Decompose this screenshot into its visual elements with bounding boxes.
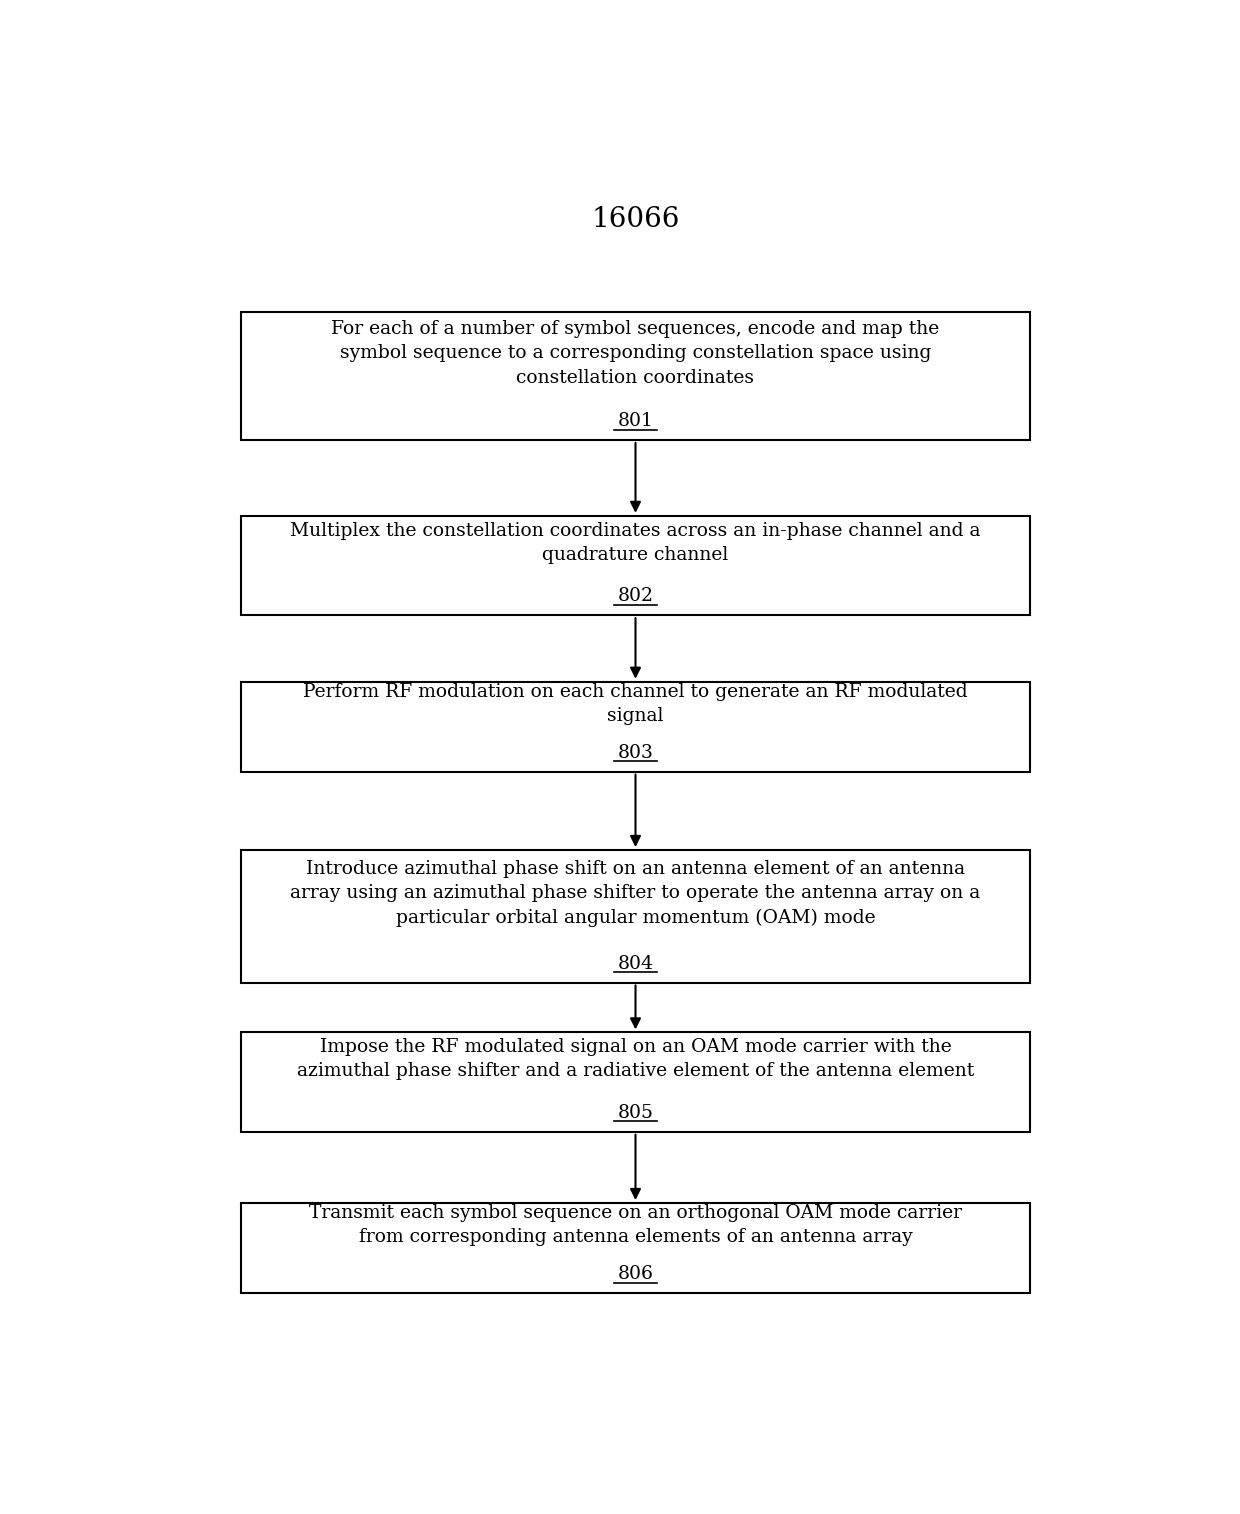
Bar bbox=[242, 516, 1029, 615]
Bar bbox=[242, 1033, 1029, 1132]
Text: Introduce azimuthal phase shift on an antenna element of an antenna
array using : Introduce azimuthal phase shift on an an… bbox=[290, 860, 981, 927]
Text: 16066: 16066 bbox=[591, 206, 680, 233]
Text: For each of a number of symbol sequences, encode and map the
symbol sequence to : For each of a number of symbol sequences… bbox=[331, 319, 940, 386]
Text: Perform RF modulation on each channel to generate an RF modulated
signal: Perform RF modulation on each channel to… bbox=[304, 683, 967, 725]
Text: 802: 802 bbox=[618, 587, 653, 606]
Text: 803: 803 bbox=[618, 743, 653, 762]
Text: 804: 804 bbox=[618, 955, 653, 972]
Bar bbox=[242, 312, 1029, 441]
Text: Transmit each symbol sequence on an orthogonal OAM mode carrier
from correspondi: Transmit each symbol sequence on an orth… bbox=[309, 1204, 962, 1246]
Text: Multiplex the constellation coordinates across an in-phase channel and a
quadrat: Multiplex the constellation coordinates … bbox=[290, 522, 981, 563]
Text: 801: 801 bbox=[618, 412, 653, 430]
Bar bbox=[242, 1204, 1029, 1293]
Text: Impose the RF modulated signal on an OAM mode carrier with the
azimuthal phase s: Impose the RF modulated signal on an OAM… bbox=[296, 1039, 975, 1081]
Bar bbox=[242, 681, 1029, 772]
Text: 806: 806 bbox=[618, 1266, 653, 1282]
Bar bbox=[242, 849, 1029, 983]
Text: 805: 805 bbox=[618, 1104, 653, 1122]
